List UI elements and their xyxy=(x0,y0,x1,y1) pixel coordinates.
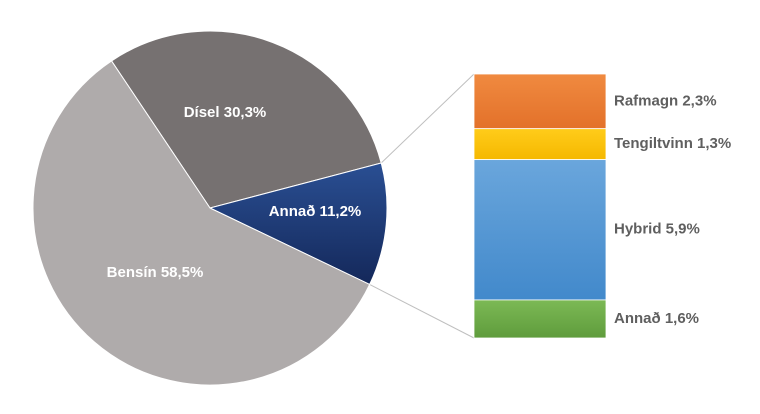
pie-slice-disel xyxy=(110,30,382,209)
bar-segment-tengiltvinn xyxy=(473,128,607,161)
connector-line-top xyxy=(380,73,475,164)
bar-label-hybrid: Hybrid 5,9% xyxy=(614,221,700,238)
pie-label-annad: Annað 11,2% xyxy=(269,203,362,220)
pie xyxy=(32,30,388,386)
labels: Dísel 30,3% Annað 11,2% Bensín 58,5% Rafmag… xyxy=(107,92,732,327)
bar-segment-rafmagn xyxy=(473,73,607,130)
bar-segment-annad xyxy=(473,299,607,339)
pie-slice-annad xyxy=(208,162,388,286)
connector-lines xyxy=(369,73,475,339)
pie-slice-bensin xyxy=(32,60,371,386)
bar-label-tengiltvinn: Tengiltvinn 1,3% xyxy=(614,135,731,152)
bar-segment-hybrid xyxy=(473,159,607,301)
bar-label-annad: Annað 1,6% xyxy=(614,310,699,327)
connector-line-bottom xyxy=(369,284,475,339)
bar-label-rafmagn: Rafmagn 2,3% xyxy=(614,92,717,109)
pie-label-bensin: Bensín 58,5% xyxy=(107,264,204,281)
pie-label-disel: Dísel 30,3% xyxy=(184,104,267,121)
stacked-bar xyxy=(473,73,607,339)
